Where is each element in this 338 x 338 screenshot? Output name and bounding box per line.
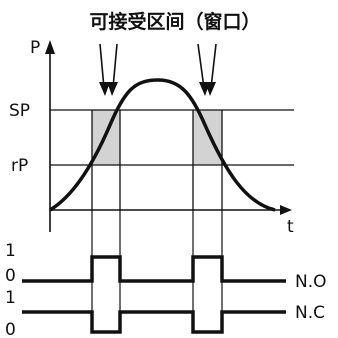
no-level-low: 0 [5, 266, 16, 286]
window-shade-right [193, 110, 222, 165]
x-axis-arrow [280, 205, 292, 215]
no-signal-trace [22, 255, 286, 283]
pointer-arrow-left-2 [107, 82, 118, 96]
pressure-curve [49, 78, 276, 212]
pointer-line-right-2 [210, 43, 217, 89]
pointer-line-right [197, 43, 205, 89]
y-axis-label: P [30, 38, 40, 58]
no-level-high: 1 [5, 241, 16, 261]
nc-level-high: 1 [5, 288, 16, 308]
pointer-arrow-right-2 [205, 82, 216, 96]
pointer-line-left-2 [112, 43, 118, 89]
pointer-line-left [99, 43, 105, 89]
no-output-label: N.O [295, 272, 327, 292]
nc-output-label: N.C [295, 303, 325, 323]
sp-label: SP [9, 101, 30, 121]
y-axis-arrow [45, 40, 55, 54]
rp-label: rP [11, 156, 28, 176]
nc-level-low: 0 [5, 320, 16, 338]
diagram-title: 可接受区间（窗口） [89, 10, 260, 33]
nc-signal-trace [22, 310, 286, 334]
pointer-arrow-left [99, 82, 110, 96]
x-axis-label: t [287, 217, 294, 237]
